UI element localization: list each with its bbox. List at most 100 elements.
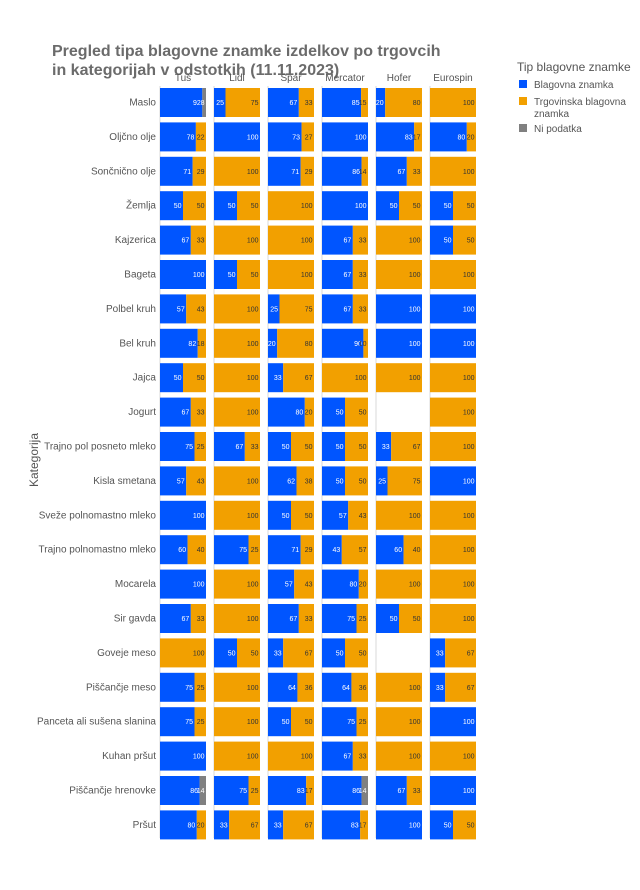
bar-lidl-prsut-seg0[interactable] xyxy=(214,810,230,840)
bar-eurospin-jogurt-seg1[interactable] xyxy=(430,397,476,427)
bar-lidl-panceta-ali-susena-slanina-seg1[interactable] xyxy=(214,707,260,737)
bar-hofer-sveze-polnomastno-mleko-seg1[interactable] xyxy=(376,500,422,530)
bar-mercator-sir-gavda-seg0[interactable] xyxy=(322,604,357,633)
bar-tus-kisla-smetana-seg1[interactable] xyxy=(186,466,206,496)
bar-spar-piscancje-meso-seg1[interactable] xyxy=(297,672,314,702)
bar-eurospin-zemlja-seg0[interactable] xyxy=(430,191,453,221)
bar-tus-polbel-kruh-seg0[interactable] xyxy=(160,294,187,324)
bar-tus-kajzerica-seg1[interactable] xyxy=(190,225,206,255)
bar-lidl-goveje-meso-seg1[interactable] xyxy=(237,638,260,668)
bar-lidl-jogurt-seg1[interactable] xyxy=(214,397,260,427)
bar-eurospin-kajzerica-seg0[interactable] xyxy=(430,225,453,255)
bar-tus-oljcno-olje-seg1[interactable] xyxy=(195,122,206,152)
bar-mercator-panceta-ali-susena-slanina-seg1[interactable] xyxy=(356,707,369,737)
bar-spar-trajno-polnomastno-mleko-seg1[interactable] xyxy=(300,535,314,565)
bar-hofer-sir-gavda-seg1[interactable] xyxy=(399,604,422,633)
bar-tus-kuhan-prsut-seg0[interactable] xyxy=(160,741,206,771)
bar-mercator-kisla-smetana-seg0[interactable] xyxy=(322,466,345,496)
bar-eurospin-soncnicno-olje-seg1[interactable] xyxy=(430,156,476,186)
bar-hofer-zemlja-seg1[interactable] xyxy=(399,191,422,221)
bar-mercator-jogurt-seg0[interactable] xyxy=(322,397,345,427)
bar-spar-bageta-seg1[interactable] xyxy=(268,260,314,289)
bar-tus-maslo-seg2[interactable] xyxy=(202,88,206,117)
bar-spar-panceta-ali-susena-slanina-seg1[interactable] xyxy=(291,707,314,737)
bar-spar-prsut-seg0[interactable] xyxy=(268,810,284,840)
bar-mercator-polbel-kruh-seg0[interactable] xyxy=(322,294,353,324)
bar-hofer-bel-kruh-seg0[interactable] xyxy=(376,328,422,358)
bar-eurospin-oljcno-olje-seg1[interactable] xyxy=(466,122,476,152)
bar-mercator-bageta-seg1[interactable] xyxy=(352,260,368,289)
bar-spar-trajno-pol-posneto-mleko-seg0[interactable] xyxy=(268,432,291,461)
bar-mercator-soncnicno-olje-seg0[interactable] xyxy=(322,156,362,186)
bar-lidl-oljcno-olje-seg0[interactable] xyxy=(214,122,260,152)
bar-spar-piscancje-hrenovke-seg0[interactable] xyxy=(268,776,307,805)
bar-hofer-polbel-kruh-seg0[interactable] xyxy=(376,294,422,324)
bar-hofer-mocarela-seg1[interactable] xyxy=(376,569,422,599)
bar-mercator-jogurt-seg1[interactable] xyxy=(345,397,368,427)
bar-mercator-mocarela-seg0[interactable] xyxy=(322,569,359,599)
bar-mercator-zemlja-seg0[interactable] xyxy=(322,191,368,221)
bar-mercator-kajzerica-seg1[interactable] xyxy=(352,225,368,255)
bar-lidl-jajca-seg1[interactable] xyxy=(214,363,260,393)
bar-eurospin-maslo-seg1[interactable] xyxy=(430,88,476,117)
bar-spar-polbel-kruh-seg0[interactable] xyxy=(268,294,280,324)
bar-tus-piscancje-meso-seg0[interactable] xyxy=(160,672,195,702)
bar-lidl-maslo-seg1[interactable] xyxy=(225,88,261,117)
bar-lidl-piscancje-hrenovke-seg1[interactable] xyxy=(248,776,261,805)
bar-hofer-sir-gavda-seg0[interactable] xyxy=(376,604,399,633)
bar-spar-mocarela-seg0[interactable] xyxy=(268,569,295,599)
bar-lidl-bageta-seg0[interactable] xyxy=(214,260,237,289)
bar-tus-kisla-smetana-seg0[interactable] xyxy=(160,466,187,496)
bar-mercator-maslo-seg1[interactable] xyxy=(361,88,368,117)
bar-lidl-trajno-pol-posneto-mleko-seg0[interactable] xyxy=(214,432,245,461)
bar-spar-sir-gavda-seg0[interactable] xyxy=(268,604,299,633)
bar-tus-soncnicno-olje-seg1[interactable] xyxy=(192,156,206,186)
bar-lidl-sveze-polnomastno-mleko-seg1[interactable] xyxy=(214,500,260,530)
bar-mercator-mocarela-seg1[interactable] xyxy=(358,569,368,599)
bar-eurospin-goveje-meso-seg0[interactable] xyxy=(430,638,446,668)
bar-hofer-trajno-polnomastno-mleko-seg1[interactable] xyxy=(403,535,422,565)
bar-tus-bel-kruh-seg0[interactable] xyxy=(160,328,198,358)
bar-mercator-sveze-polnomastno-mleko-seg1[interactable] xyxy=(348,500,368,530)
bar-mercator-kisla-smetana-seg1[interactable] xyxy=(345,466,368,496)
bar-hofer-kisla-smetana-seg0[interactable] xyxy=(376,466,388,496)
bar-tus-sveze-polnomastno-mleko-seg0[interactable] xyxy=(160,500,206,530)
bar-spar-maslo-seg0[interactable] xyxy=(268,88,299,117)
bar-mercator-kuhan-prsut-seg1[interactable] xyxy=(352,741,368,771)
bar-lidl-trajno-polnomastno-mleko-seg1[interactable] xyxy=(248,535,261,565)
bar-spar-jajca-seg1[interactable] xyxy=(283,363,314,393)
bar-lidl-mocarela-seg1[interactable] xyxy=(214,569,260,599)
bar-lidl-kajzerica-seg1[interactable] xyxy=(214,225,260,255)
bar-tus-goveje-meso-seg1[interactable] xyxy=(160,638,206,668)
bar-eurospin-zemlja-seg1[interactable] xyxy=(453,191,476,221)
bar-eurospin-sir-gavda-seg1[interactable] xyxy=(430,604,476,633)
bar-tus-prsut-seg0[interactable] xyxy=(160,810,197,840)
bar-hofer-zemlja-seg0[interactable] xyxy=(376,191,399,221)
bar-hofer-prsut-seg0[interactable] xyxy=(376,810,422,840)
bar-hofer-soncnicno-olje-seg1[interactable] xyxy=(406,156,422,186)
bar-lidl-trajno-polnomastno-mleko-seg0[interactable] xyxy=(214,535,249,565)
bar-eurospin-bel-kruh-seg0[interactable] xyxy=(430,328,476,358)
bar-spar-bel-kruh-seg0[interactable] xyxy=(268,328,278,358)
bar-tus-piscancje-hrenovke-seg2[interactable] xyxy=(199,776,206,805)
bar-hofer-piscancje-hrenovke-seg1[interactable] xyxy=(406,776,422,805)
bar-mercator-maslo-seg0[interactable] xyxy=(322,88,362,117)
bar-spar-mocarela-seg1[interactable] xyxy=(294,569,314,599)
bar-hofer-jajca-seg1[interactable] xyxy=(376,363,422,393)
bar-eurospin-trajno-polnomastno-mleko-seg1[interactable] xyxy=(430,535,476,565)
bar-spar-sir-gavda-seg1[interactable] xyxy=(298,604,314,633)
bar-mercator-sveze-polnomastno-mleko-seg0[interactable] xyxy=(322,500,349,530)
bar-spar-sveze-polnomastno-mleko-seg0[interactable] xyxy=(268,500,291,530)
bar-tus-panceta-ali-susena-slanina-seg0[interactable] xyxy=(160,707,195,737)
bar-spar-jajca-seg0[interactable] xyxy=(268,363,284,393)
bar-tus-bageta-seg0[interactable] xyxy=(160,260,206,289)
bar-mercator-kuhan-prsut-seg0[interactable] xyxy=(322,741,353,771)
bar-eurospin-sveze-polnomastno-mleko-seg1[interactable] xyxy=(430,500,476,530)
bar-spar-kisla-smetana-seg1[interactable] xyxy=(296,466,314,496)
bar-spar-bel-kruh-seg1[interactable] xyxy=(277,328,314,358)
bar-hofer-kisla-smetana-seg1[interactable] xyxy=(387,466,423,496)
bar-spar-goveje-meso-seg1[interactable] xyxy=(283,638,314,668)
bar-spar-maslo-seg1[interactable] xyxy=(298,88,314,117)
bar-lidl-bel-kruh-seg1[interactable] xyxy=(214,328,260,358)
bar-spar-sveze-polnomastno-mleko-seg1[interactable] xyxy=(291,500,314,530)
